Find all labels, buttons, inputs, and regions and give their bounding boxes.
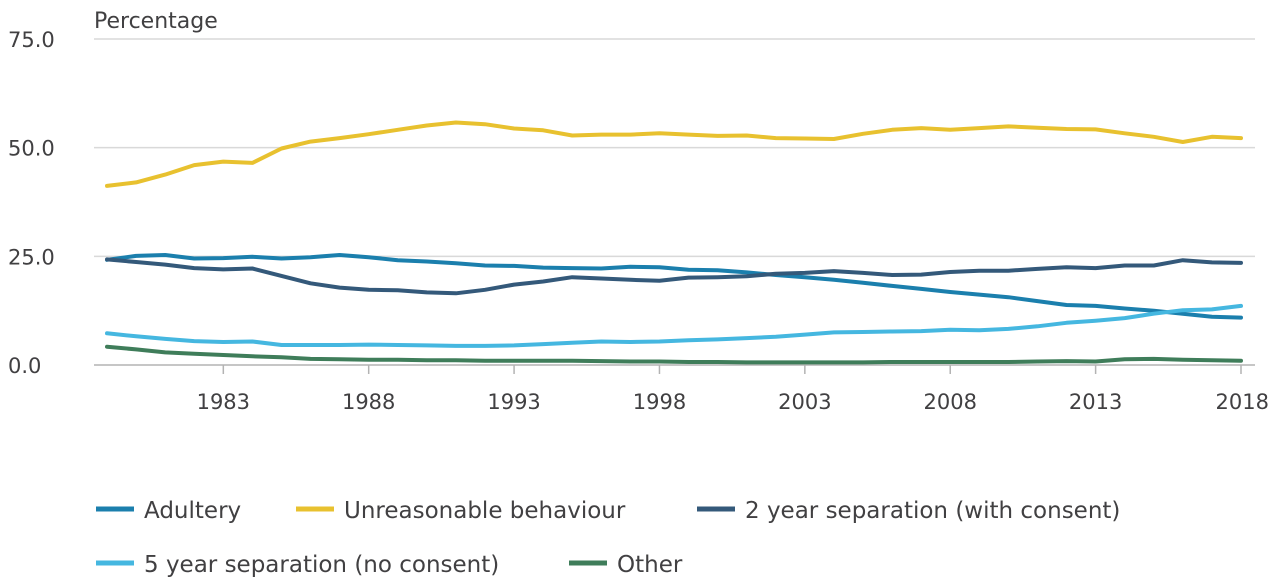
legend-label: 2 year separation (with consent) (745, 498, 1120, 524)
legend-label: 5 year separation (no consent) (144, 552, 499, 578)
series-line-2-year-separation-with-consent (105, 257, 1243, 296)
axes: Percentage 0.0 25.0 50.0 75.0 1983 1988 1993 19… (8, 9, 1269, 414)
y-tick-label: 25.0 (8, 245, 55, 269)
series-line-other (105, 344, 1243, 365)
x-tick-label: 2013 (1069, 390, 1122, 414)
legend-item-5-year-separation-no-consent[interactable]: 5 year separation (no consent) (96, 552, 499, 578)
y-tick-label: 50.0 (8, 137, 55, 161)
legend-label: Other (617, 552, 683, 578)
legend: Adultery Unreasonable behaviour 2 year sep… (96, 498, 1120, 578)
x-tick-label: 1998 (633, 390, 686, 414)
gridlines (94, 38, 1255, 366)
legend-item-adultery[interactable]: Adultery (96, 498, 241, 524)
x-tick-label: 2008 (924, 390, 977, 414)
x-tick-label: 1988 (342, 390, 395, 414)
legend-item-other[interactable]: Other (569, 552, 683, 578)
x-tick-label: 1983 (197, 390, 250, 414)
series-line-unreasonable-behaviour (105, 120, 1243, 188)
legend-label: Adultery (144, 498, 241, 524)
series-line-adultery (105, 253, 1243, 320)
legend-label: Unreasonable behaviour (344, 498, 626, 524)
x-tick-label: 1993 (487, 390, 540, 414)
x-tick-label: 2018 (1216, 390, 1269, 414)
series-lines (105, 120, 1243, 365)
legend-item-unreasonable-behaviour[interactable]: Unreasonable behaviour (296, 498, 626, 524)
legend-item-2-year-separation-with-consent[interactable]: 2 year separation (with consent) (697, 498, 1120, 524)
y-tick-label: 75.0 (8, 28, 55, 52)
x-tick-label: 2003 (778, 390, 831, 414)
series-line-5-year-separation-no-consent (105, 303, 1243, 348)
y-axis-title: Percentage (94, 9, 218, 34)
y-tick-label: 0.0 (8, 354, 41, 378)
